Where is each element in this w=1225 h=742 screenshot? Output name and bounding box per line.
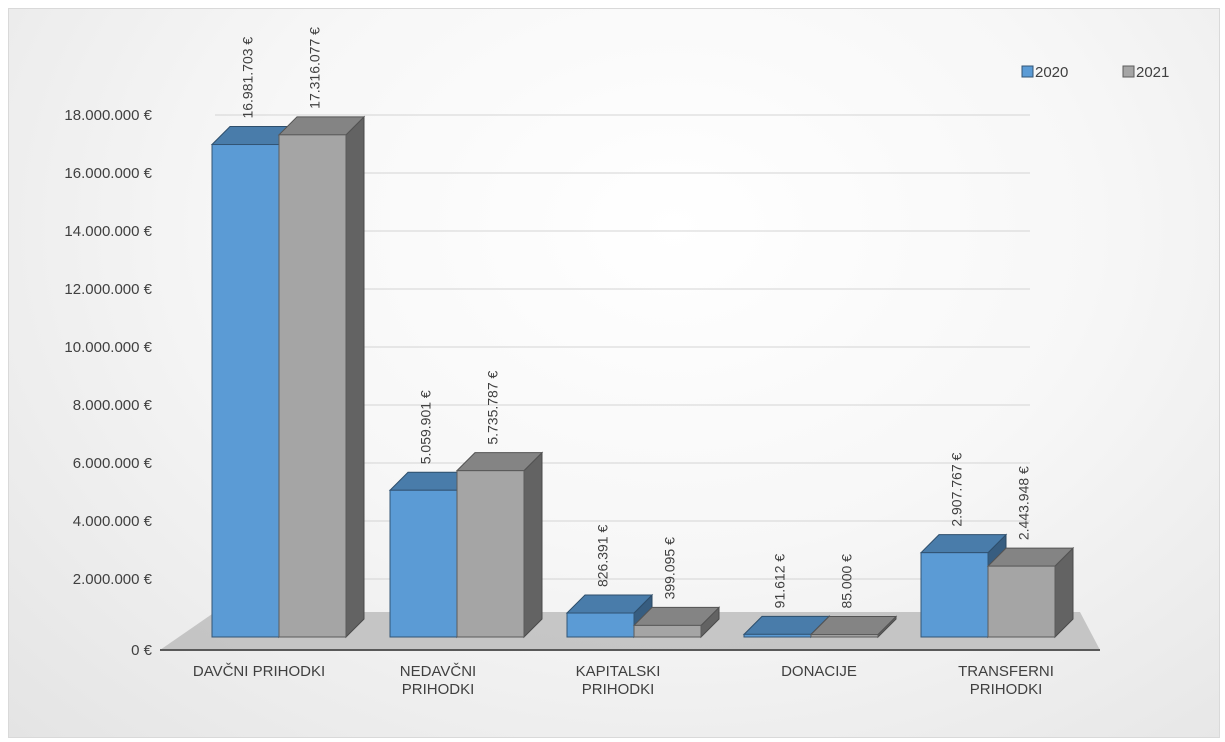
x-category-label: KAPITALSKI PRIHODKI (576, 663, 661, 698)
bar-front (566, 612, 635, 638)
y-tick-label: 6.000.000 € (73, 455, 153, 472)
bar-2021-2 (632, 606, 721, 639)
y-tick-label: 18.000.000 € (64, 107, 152, 124)
data-label: 17.316.077 € (307, 27, 323, 109)
bar-front (633, 624, 702, 638)
bar-side (345, 115, 365, 639)
data-labels: 16.981.703 € 5.059.901 € 826.391 € 91.612 €… (240, 27, 1032, 609)
y-axis-ticks: 0 € 2.000.000 € 4.000.000 € 6.000.000 € 8.00… (64, 107, 152, 659)
bar-front (389, 489, 458, 638)
bar-2021-4 (986, 546, 1075, 639)
bar-front (810, 634, 879, 638)
x-category-label: DAVČNI PRIHODKI (193, 663, 325, 680)
data-label: 91.612 € (772, 554, 788, 609)
bar-front (211, 144, 280, 638)
bars (210, 115, 1075, 639)
data-label: 5.735.787 € (485, 370, 501, 444)
y-tick-label: 2.000.000 € (73, 571, 153, 588)
bar-front (920, 552, 989, 638)
bar-side (523, 451, 543, 639)
x-category-line: NEDAVČNI (400, 663, 476, 680)
x-category-label: DONACIJE (781, 663, 857, 680)
data-label: 85.000 € (839, 554, 855, 609)
y-tick-label: 16.000.000 € (64, 165, 152, 182)
y-tick-label: 0 € (131, 642, 153, 659)
x-category-label: NEDAVČNI PRIHODKI (400, 663, 476, 698)
x-axis-categories: DAVČNI PRIHODKI NEDAVČNI PRIHODKIKAPITALSK… (193, 663, 1054, 698)
bar-front (278, 134, 347, 638)
x-category-label: TRANSFERNI PRIHODKI (958, 663, 1054, 698)
y-tick-label: 8.000.000 € (73, 397, 153, 414)
legend-label: 2021 (1136, 64, 1169, 81)
x-category-line: DONACIJE (781, 663, 857, 680)
data-label: 2.907.767 € (949, 453, 965, 527)
x-category-line: TRANSFERNI (958, 663, 1054, 680)
x-category-line: PRIHODKI (582, 681, 655, 698)
bar-front (743, 633, 812, 638)
y-tick-label: 4.000.000 € (73, 513, 153, 530)
data-label: 399.095 € (662, 537, 678, 599)
bar-2021-3 (809, 615, 898, 639)
data-label: 5.059.901 € (418, 390, 434, 464)
legend: 2020 2021 (1021, 64, 1169, 81)
data-label: 2.443.948 € (1016, 466, 1032, 540)
bar-2020-2 (565, 593, 654, 639)
bar-2021-1 (455, 451, 544, 639)
y-tick-label: 12.000.000 € (64, 281, 152, 298)
x-category-line: KAPITALSKI (576, 663, 661, 680)
x-category-line: PRIHODKI (970, 681, 1043, 698)
x-category-line: PRIHODKI (402, 681, 475, 698)
bar-front (456, 470, 525, 638)
data-label: 826.391 € (595, 525, 611, 587)
bar-2021-0 (277, 115, 366, 639)
y-tick-label: 10.000.000 € (64, 339, 152, 356)
bar-front (987, 565, 1056, 638)
legend-label: 2020 (1035, 64, 1068, 81)
x-category-line: DAVČNI PRIHODKI (193, 663, 325, 680)
legend-swatch (1021, 65, 1034, 78)
y-tick-label: 14.000.000 € (64, 223, 152, 240)
legend-swatch (1122, 65, 1135, 78)
data-label: 16.981.703 € (240, 37, 256, 119)
